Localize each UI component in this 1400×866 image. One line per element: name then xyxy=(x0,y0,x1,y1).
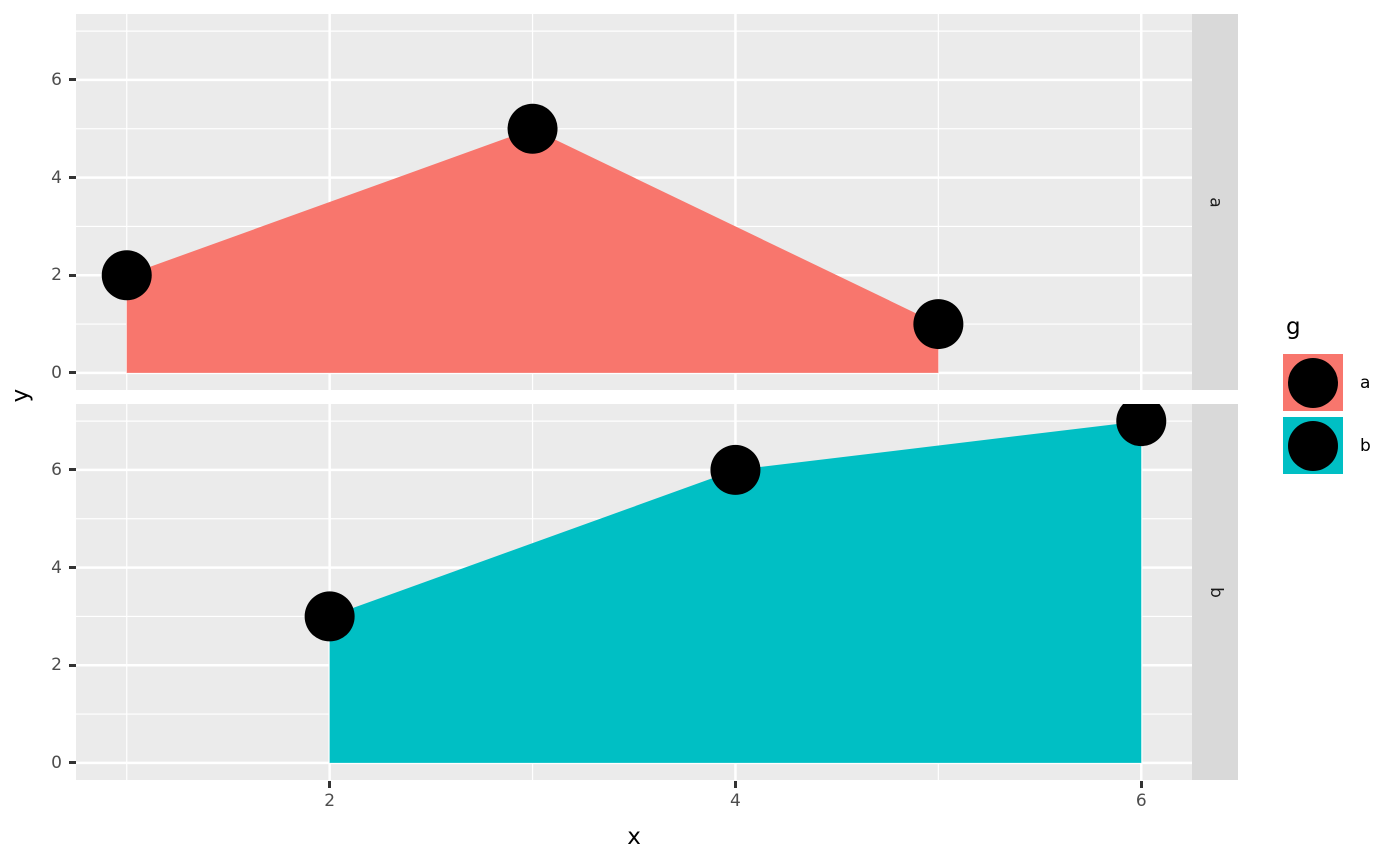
legend-point-icon xyxy=(1288,357,1338,408)
legend-entry-label: a xyxy=(1360,372,1371,393)
y-axis-tick xyxy=(69,78,76,82)
legend-entry-label: b xyxy=(1360,435,1371,456)
y-axis-tick-label: 4 xyxy=(51,167,62,188)
x-axis-tick xyxy=(733,781,737,788)
data-point xyxy=(913,299,964,350)
x-axis-tick-label: 4 xyxy=(730,791,741,811)
data-point xyxy=(507,103,558,154)
facet-panel-b xyxy=(76,404,1192,780)
x-axis-tick-label: 6 xyxy=(1135,791,1147,811)
y-axis-tick-label: 4 xyxy=(51,557,62,578)
x-axis-title: x xyxy=(627,824,641,850)
y-axis-tick xyxy=(69,468,76,472)
facet-strip-b-label: b xyxy=(1205,586,1226,598)
area-series-b xyxy=(329,421,1142,763)
x-axis-tick-label: 2 xyxy=(324,791,336,811)
x-axis-tick xyxy=(328,781,332,788)
y-axis-tick xyxy=(69,273,76,277)
y-axis-tick-label: 6 xyxy=(51,69,62,90)
y-axis-tick xyxy=(69,176,76,180)
y-axis-tick-label: 6 xyxy=(51,459,62,480)
legend-title: g xyxy=(1286,314,1301,340)
y-axis-tick-label: 2 xyxy=(51,265,62,286)
data-point xyxy=(1116,404,1167,447)
y-axis-tick xyxy=(69,371,76,375)
legend-point-icon xyxy=(1288,420,1338,471)
x-axis-tick xyxy=(1139,781,1143,788)
area-series-a xyxy=(126,128,939,373)
y-axis-title: y xyxy=(7,388,34,403)
legend-entry-a: a xyxy=(1283,354,1371,411)
data-point xyxy=(304,591,355,642)
legend-key-swatch xyxy=(1283,417,1343,474)
facet-strip-b: b xyxy=(1192,404,1238,780)
facet-strip-a: a xyxy=(1192,14,1238,390)
y-axis-tick-label: 0 xyxy=(51,752,62,773)
y-axis-tick xyxy=(69,566,76,570)
y-axis-tick-label: 2 xyxy=(51,655,62,676)
data-point xyxy=(710,444,761,495)
y-axis-tick xyxy=(69,663,76,667)
facet-strip-a-label: a xyxy=(1205,196,1226,208)
legend-key-swatch xyxy=(1283,354,1343,411)
y-axis-tick xyxy=(69,761,76,765)
y-axis-tick-label: 0 xyxy=(51,362,62,383)
facet-panel-a xyxy=(76,14,1192,390)
legend-entry-b: b xyxy=(1283,417,1371,474)
data-point xyxy=(101,250,152,301)
